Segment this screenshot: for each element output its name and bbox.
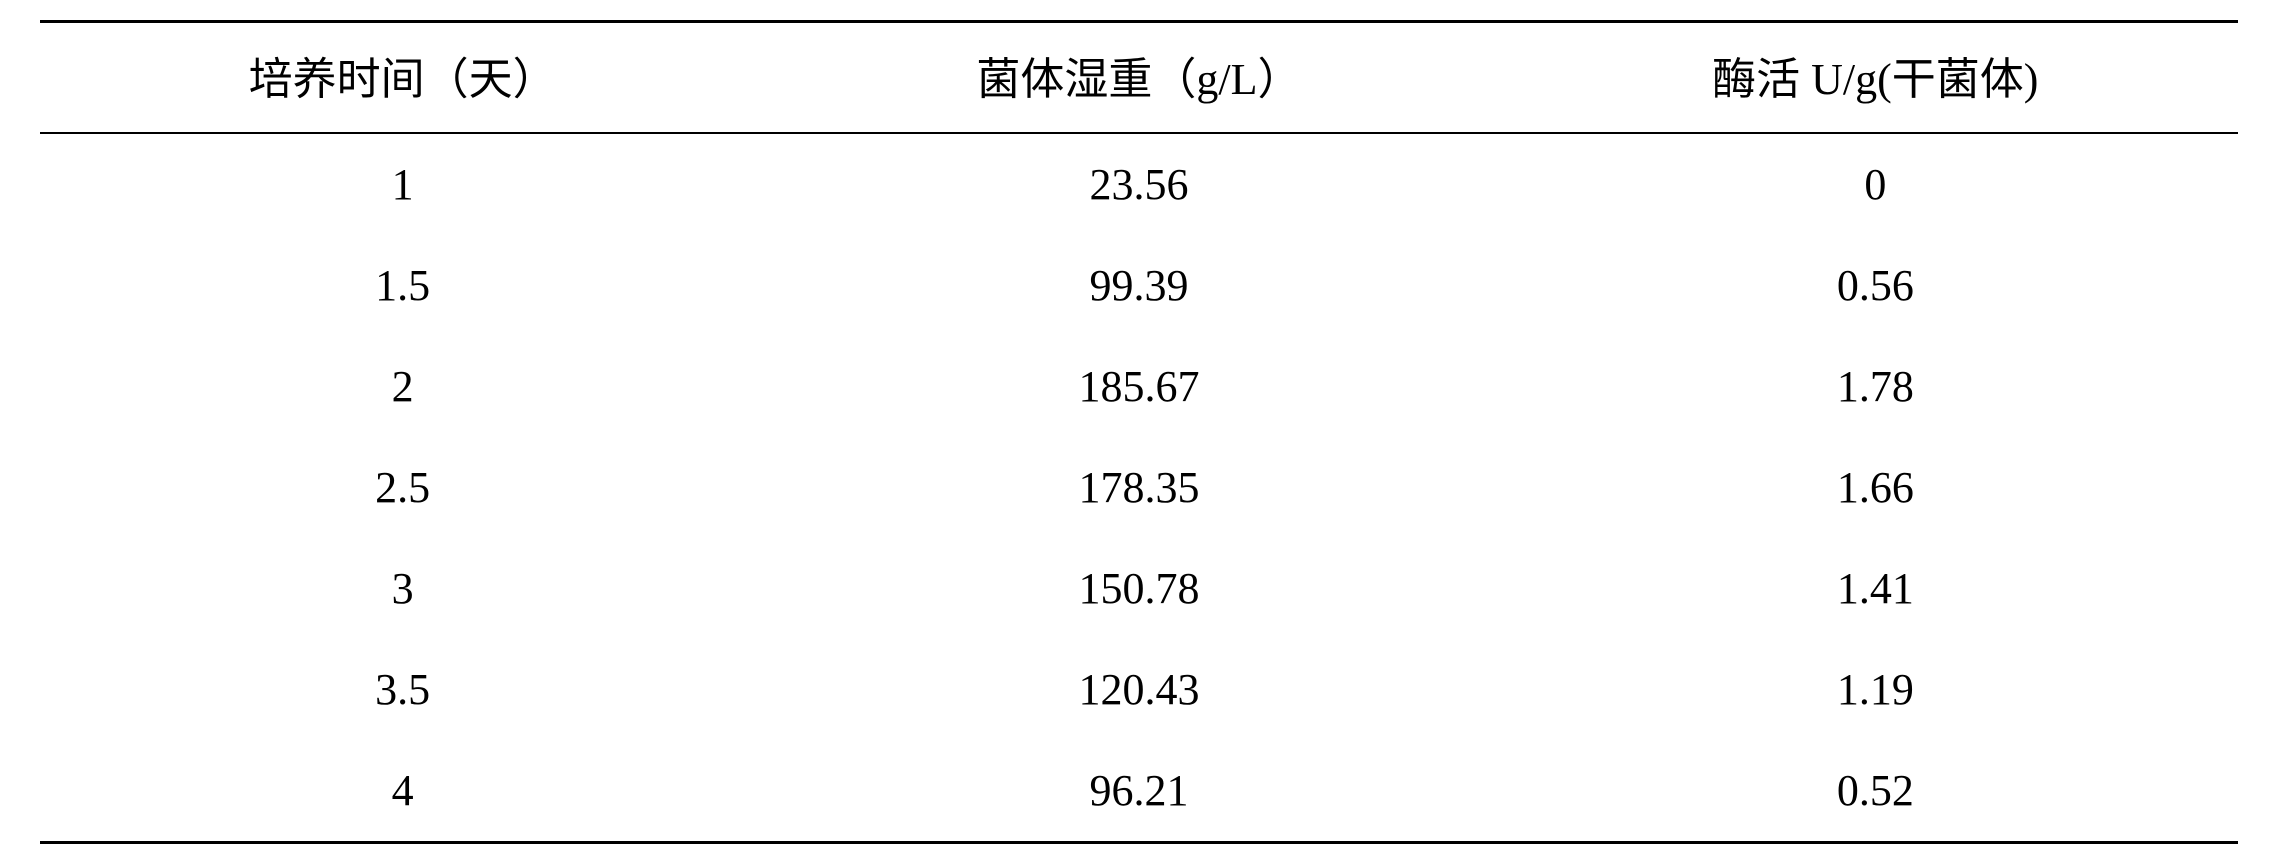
table-cell: 2.5 bbox=[40, 437, 765, 538]
table-row: 3.5 120.43 1.19 bbox=[40, 639, 2238, 740]
table-cell: 1.5 bbox=[40, 235, 765, 336]
table-cell: 0 bbox=[1513, 133, 2238, 235]
table-cell: 3.5 bbox=[40, 639, 765, 740]
table-cell: 1.78 bbox=[1513, 336, 2238, 437]
table-cell: 23.56 bbox=[765, 133, 1512, 235]
table-cell: 185.67 bbox=[765, 336, 1512, 437]
column-header-culture-time: 培养时间（天） bbox=[40, 22, 765, 134]
table-cell: 96.21 bbox=[765, 740, 1512, 843]
column-header-enzyme-activity: 酶活 U/g(干菌体) bbox=[1513, 22, 2238, 134]
table-cell: 2 bbox=[40, 336, 765, 437]
data-table: 培养时间（天） 菌体湿重（g/L） 酶活 U/g(干菌体) 1 23.56 0 … bbox=[40, 20, 2238, 844]
table-cell: 1.19 bbox=[1513, 639, 2238, 740]
data-table-container: 培养时间（天） 菌体湿重（g/L） 酶活 U/g(干菌体) 1 23.56 0 … bbox=[40, 20, 2238, 844]
table-row: 3 150.78 1.41 bbox=[40, 538, 2238, 639]
table-header-row: 培养时间（天） 菌体湿重（g/L） 酶活 U/g(干菌体) bbox=[40, 22, 2238, 134]
table-cell: 3 bbox=[40, 538, 765, 639]
table-cell: 150.78 bbox=[765, 538, 1512, 639]
table-row: 2.5 178.35 1.66 bbox=[40, 437, 2238, 538]
table-cell: 4 bbox=[40, 740, 765, 843]
table-row: 4 96.21 0.52 bbox=[40, 740, 2238, 843]
table-cell: 120.43 bbox=[765, 639, 1512, 740]
table-cell: 1 bbox=[40, 133, 765, 235]
table-cell: 0.52 bbox=[1513, 740, 2238, 843]
table-cell: 1.66 bbox=[1513, 437, 2238, 538]
table-row: 2 185.67 1.78 bbox=[40, 336, 2238, 437]
table-row: 1 23.56 0 bbox=[40, 133, 2238, 235]
column-header-wet-weight: 菌体湿重（g/L） bbox=[765, 22, 1512, 134]
table-cell: 99.39 bbox=[765, 235, 1512, 336]
table-cell: 178.35 bbox=[765, 437, 1512, 538]
table-cell: 1.41 bbox=[1513, 538, 2238, 639]
table-row: 1.5 99.39 0.56 bbox=[40, 235, 2238, 336]
table-cell: 0.56 bbox=[1513, 235, 2238, 336]
